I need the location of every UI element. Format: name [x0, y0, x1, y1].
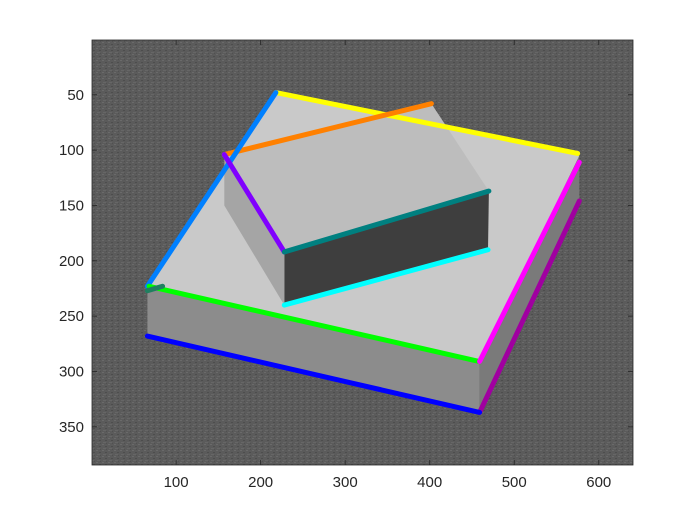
y-tick-label: 250	[59, 308, 84, 325]
azure-edge-line	[144, 90, 279, 289]
x-tick-label: 600	[586, 474, 611, 491]
y-tick-label: 100	[59, 142, 84, 159]
y-tick-label: 200	[59, 253, 84, 270]
dark-teal-edge-line	[144, 283, 166, 294]
sem-image	[92, 40, 633, 465]
teal-edge-line	[281, 188, 492, 255]
x-tick-label: 400	[417, 474, 442, 491]
y-tick-label: 50	[67, 87, 84, 104]
blue-edge-line	[144, 333, 483, 415]
cyan-edge-line	[281, 247, 491, 308]
y-tick-label: 150	[59, 197, 84, 214]
large-block-front-face	[147, 286, 480, 413]
x-tick-label: 500	[502, 474, 527, 491]
y-tick-label: 350	[59, 419, 84, 436]
large-block-right-face	[479, 155, 580, 413]
yellow-edge-line	[273, 90, 581, 156]
small-block-left-face	[224, 154, 285, 306]
y-axis-ticks: 50 100 150 200 250 300 350	[59, 87, 633, 436]
small-block-front-face	[284, 191, 489, 306]
edge-lines	[144, 90, 582, 415]
x-tick-label: 300	[333, 474, 358, 491]
violet-edge-line	[221, 152, 287, 255]
purple-edge-line	[477, 198, 582, 415]
x-tick-label: 200	[248, 474, 273, 491]
y-tick-label: 300	[59, 363, 84, 380]
green-edge-line	[146, 283, 483, 365]
orange-edge-line	[221, 101, 434, 158]
magenta-edge-line	[477, 159, 582, 365]
axes-box	[91, 39, 634, 466]
x-axis-ticks: 100 200 300 400 500 600	[164, 40, 611, 491]
x-tick-label: 100	[164, 474, 189, 491]
